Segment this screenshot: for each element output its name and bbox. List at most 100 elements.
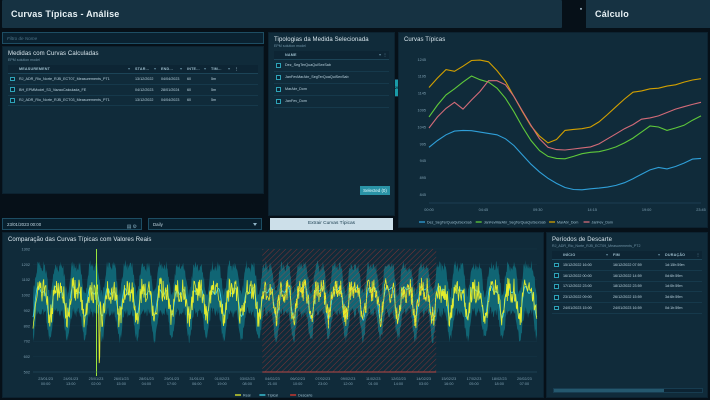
checkbox-icon[interactable]	[554, 273, 559, 278]
start-date-input[interactable]: 23/01/2023 00:00 ▤⚙	[2, 218, 142, 230]
cell-time: 5m	[209, 73, 233, 85]
list-item[interactable]: JanFevMarAbr_SegTerQuaQuiSexSab	[274, 71, 389, 84]
discard-table: INÍCIO ▼ FIM ▼ DURAÇÃO ⋮ 15/12/2022 16:00 1…	[552, 251, 702, 314]
row-checkbox[interactable]	[552, 281, 561, 293]
filter-icon[interactable]: ▼	[203, 67, 207, 71]
horizontal-scrollbar[interactable]	[553, 388, 703, 393]
svg-text:15/02/23: 15/02/23	[441, 377, 456, 381]
row-checkbox[interactable]	[274, 83, 283, 96]
svg-text:1202: 1202	[22, 263, 30, 267]
header-interval[interactable]: INTE... ▼	[185, 65, 209, 74]
table-row[interactable]: RJ_ADR_Rio_Norte_RJB_ECT07_Measurements_…	[8, 73, 258, 85]
svg-text:00:00: 00:00	[424, 208, 434, 212]
checkbox-icon[interactable]	[276, 75, 281, 80]
filter-icon[interactable]: ▼	[179, 67, 183, 71]
cell-spacer	[233, 73, 258, 85]
table-row[interactable]: 17/12/2022 23:00 18/12/2022 23:59 1d:0h:…	[552, 281, 702, 293]
comparison-chart: 502602702802902100211021202130223/01/230…	[22, 247, 538, 397]
svg-text:21:00: 21:00	[268, 382, 278, 386]
svg-text:602: 602	[24, 355, 30, 359]
row-checkbox[interactable]	[274, 59, 283, 72]
header-checkbox-col[interactable]	[8, 65, 17, 74]
calendar-icon[interactable]: ▤⚙	[126, 223, 138, 230]
discard-panel-subtitle: RJ_ADR_Rio_Norte_RJB_ECT09_Measurements_…	[552, 244, 641, 248]
name-filter-input[interactable]: Filtro de Nome	[2, 32, 264, 44]
interval-select[interactable]: Daily	[148, 218, 262, 230]
filter-icon[interactable]: ▼	[227, 67, 231, 71]
scrollbar-thumb[interactable]	[554, 389, 664, 392]
header-end[interactable]: END... ▼	[159, 65, 185, 74]
filter-icon[interactable]: ▼	[153, 67, 157, 71]
header-checkbox-col[interactable]	[274, 51, 283, 60]
row-checkbox[interactable]	[552, 259, 561, 271]
list-item[interactable]: MarAbr_Dom	[274, 83, 389, 96]
table-row[interactable]: 16/12/2022 00:00 16/12/2022 14:59 0d:6h:…	[552, 270, 702, 282]
svg-text:MarAbr_Dom: MarAbr_Dom	[557, 220, 578, 224]
row-checkbox[interactable]	[552, 270, 561, 282]
typology-name: JanFev_Dom	[283, 95, 389, 108]
row-checkbox[interactable]	[8, 84, 17, 96]
checkbox-icon[interactable]	[554, 284, 559, 289]
cell-fim: 24/01/2023 16:59	[611, 302, 663, 314]
svg-text:23:00: 23:00	[318, 382, 328, 386]
svg-text:18:00: 18:00	[494, 382, 504, 386]
checkbox-icon[interactable]	[10, 98, 15, 103]
table-header-row: MEASUREMENT ▼ STAR... ▼ END... ▼ INTE... ▼ T…	[8, 65, 258, 74]
filter-icon[interactable]: ▼ ⋮	[378, 53, 387, 57]
minimize-icon[interactable]: ▪	[579, 6, 583, 13]
checkbox-icon[interactable]	[554, 294, 559, 300]
list-item[interactable]: JanFev_Dom	[274, 95, 389, 108]
header-fim[interactable]: FIM ▼	[611, 251, 663, 260]
table-row[interactable]: BH_EPMModel_S3_VazaoCalculada_FE 04/12/2…	[8, 84, 258, 96]
header-duracao[interactable]: DURAÇÃO ⋮	[663, 251, 702, 260]
row-checkbox[interactable]	[8, 73, 17, 85]
table-row[interactable]: RJ_ADR_Rio_Norte_RJB_ECT03_Measurements_…	[8, 95, 258, 107]
header-checkbox-col[interactable]	[552, 251, 561, 260]
list-item[interactable]: Dez_SegTerQuaQuiSexSab	[274, 59, 389, 72]
svg-text:16:00: 16:00	[444, 382, 454, 386]
row-checkbox[interactable]	[552, 291, 561, 304]
svg-text:28/01/23: 28/01/23	[139, 377, 154, 381]
cell-start: 13/12/2022	[133, 73, 159, 85]
row-checkbox[interactable]	[274, 71, 283, 84]
header-inicio[interactable]: INÍCIO ▼	[561, 251, 611, 260]
table-row[interactable]: 15/12/2022 16:00 16/12/2022 07:59 1d:15h…	[552, 259, 702, 271]
selected-count-button[interactable]: Selected (0)	[360, 186, 390, 195]
row-checkbox[interactable]	[552, 302, 561, 314]
cell-interval: 60	[185, 95, 209, 107]
svg-text:12/02/23: 12/02/23	[391, 377, 406, 381]
checkbox-icon[interactable]	[10, 87, 15, 92]
header-measurement[interactable]: MEASUREMENT ▼	[17, 65, 133, 74]
header-label: END...	[161, 67, 174, 71]
extract-typical-curves-button[interactable]: Extrair Curvas Típicas	[270, 218, 393, 230]
checkbox-icon[interactable]	[276, 87, 281, 92]
checkbox-icon[interactable]	[554, 305, 559, 311]
row-checkbox[interactable]	[8, 95, 17, 107]
checkbox-icon[interactable]	[554, 262, 559, 268]
start-date-value: 23/01/2023 00:00	[7, 222, 42, 227]
header-start[interactable]: STAR... ▼	[133, 65, 159, 74]
filter-icon[interactable]: ▼	[127, 67, 131, 71]
checkbox-icon[interactable]	[10, 76, 15, 82]
header-time[interactable]: TIM... ▼	[209, 65, 233, 74]
measures-panel-title: Medidas com Curvas Calculadas	[8, 51, 99, 57]
svg-text:13:00: 13:00	[66, 382, 76, 386]
header-name[interactable]: NAME ▼ ⋮	[283, 51, 389, 60]
discard-periods-panel: Períodos de Descarte RJ_ADR_Rio_Norte_RJ…	[546, 232, 708, 398]
checkbox-icon[interactable]	[276, 99, 281, 104]
cell-time: 5m	[209, 84, 233, 96]
table-row[interactable]: 24/01/2023 15:00 24/01/2023 16:59 0d:1h:…	[552, 302, 702, 314]
filter-icon[interactable]: ▼	[657, 253, 661, 257]
filter-icon[interactable]: ⋮	[696, 253, 700, 257]
filter-icon[interactable]: ▼	[605, 253, 609, 257]
svg-text:01:00: 01:00	[368, 382, 378, 386]
svg-text:03:00: 03:00	[419, 382, 429, 386]
measures-panel: Medidas com Curvas Calculadas EPM soluti…	[2, 46, 450, 194]
row-checkbox[interactable]	[274, 95, 283, 108]
table-row[interactable]: 23/12/2022 09:00 26/12/2022 15:59 3d:6h:…	[552, 291, 702, 304]
svg-text:06:00: 06:00	[192, 382, 202, 386]
page-title: Curvas Típicas - Análise	[11, 9, 120, 19]
checkbox-icon[interactable]	[276, 63, 281, 68]
header-more[interactable]: ⋮	[233, 65, 258, 74]
typical-curves-chart-panel: Curvas Típicas 845 895 945 995 1045 1095 1145 1…	[398, 32, 708, 228]
